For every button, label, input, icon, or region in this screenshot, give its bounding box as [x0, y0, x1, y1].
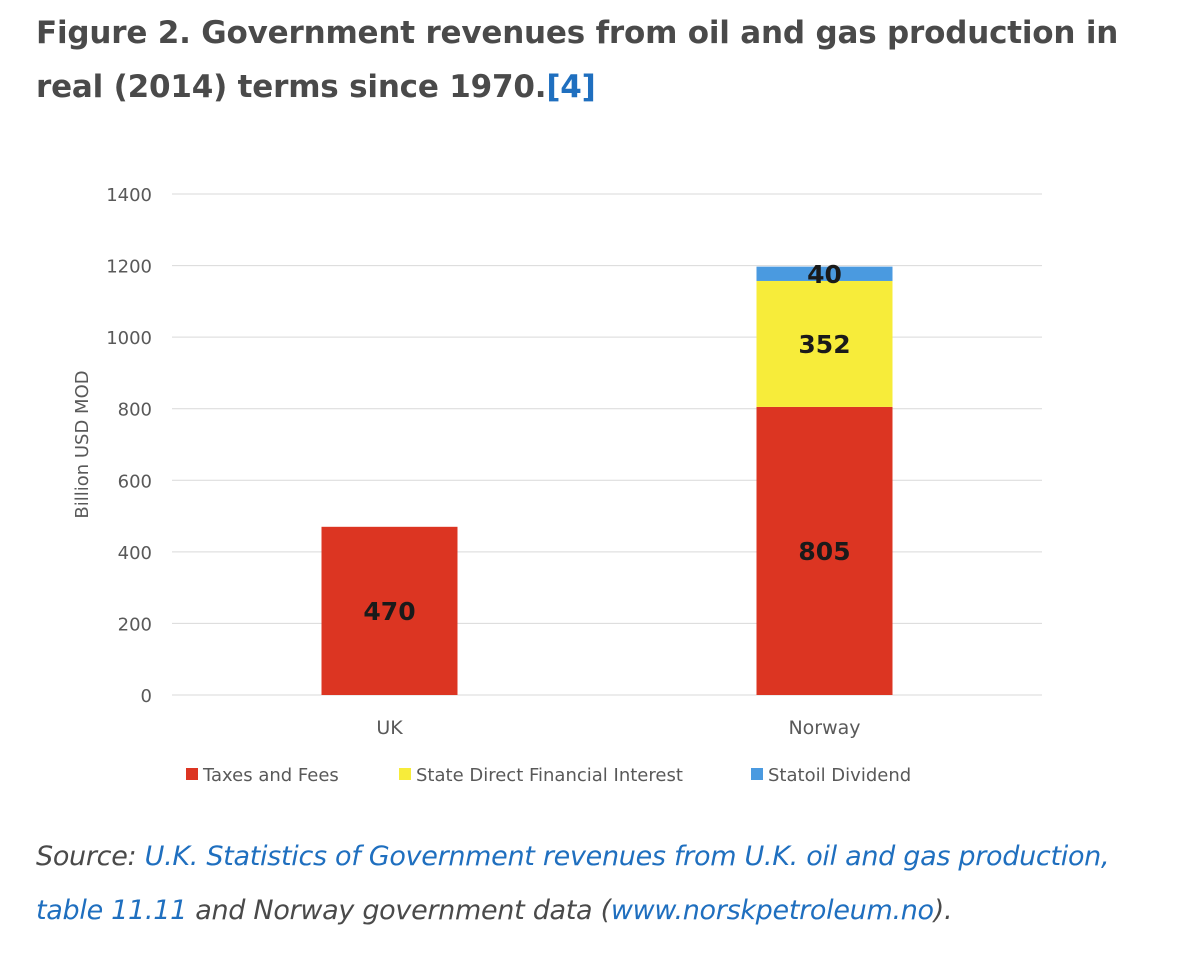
source-middle: and Norway government data (	[186, 895, 611, 926]
bar-segment	[756, 266, 893, 281]
y-axis-label: Billion USD MOD	[72, 370, 93, 518]
legend-swatch	[186, 768, 198, 780]
y-tick-label: 600	[118, 471, 152, 492]
data-label: 40	[807, 260, 842, 289]
y-tick-label: 1200	[106, 257, 152, 278]
bar-segment	[756, 280, 893, 407]
figure-title: Figure 2. Government revenues from oil a…	[36, 15, 1119, 105]
y-tick-label: 400	[118, 543, 152, 564]
source-note: Source: U.K. Statistics of Government re…	[36, 830, 1176, 938]
figure-caption: Figure 2. Government revenues from oil a…	[36, 6, 1156, 114]
legend-swatch	[751, 768, 763, 780]
legend-label: Taxes and Fees	[202, 765, 339, 786]
legend-label: State Direct Financial Interest	[416, 765, 683, 786]
bar-segment	[756, 406, 893, 695]
revenue-stacked-bar-chart: 0 200 400 600 800 1000 1200 1400 Billion USD MOD…	[72, 185, 1042, 786]
source-suffix: ).	[933, 895, 953, 926]
data-label: 352	[798, 330, 850, 359]
x-category-label: UK	[376, 717, 403, 739]
data-label: 805	[798, 537, 850, 566]
y-tick-label: 1000	[106, 328, 152, 349]
x-category-label: Norway	[788, 717, 860, 739]
data-label: 470	[363, 597, 415, 626]
y-tick-label: 0	[141, 686, 152, 707]
bar-segment	[321, 526, 458, 695]
y-tick-label: 200	[118, 614, 152, 635]
legend-swatch	[399, 768, 411, 780]
reference-link[interactable]: [4]	[546, 69, 596, 105]
uk-statistics-link[interactable]: U.K. Statistics of Government revenues f…	[36, 841, 1110, 926]
norskpetroleum-link[interactable]: www.norskpetroleum.no	[610, 895, 934, 926]
source-prefix: Source:	[36, 841, 145, 872]
y-tick-label: 800	[118, 400, 152, 421]
y-tick-label: 1400	[106, 185, 152, 206]
legend-label: Statoil Dividend	[768, 765, 911, 786]
